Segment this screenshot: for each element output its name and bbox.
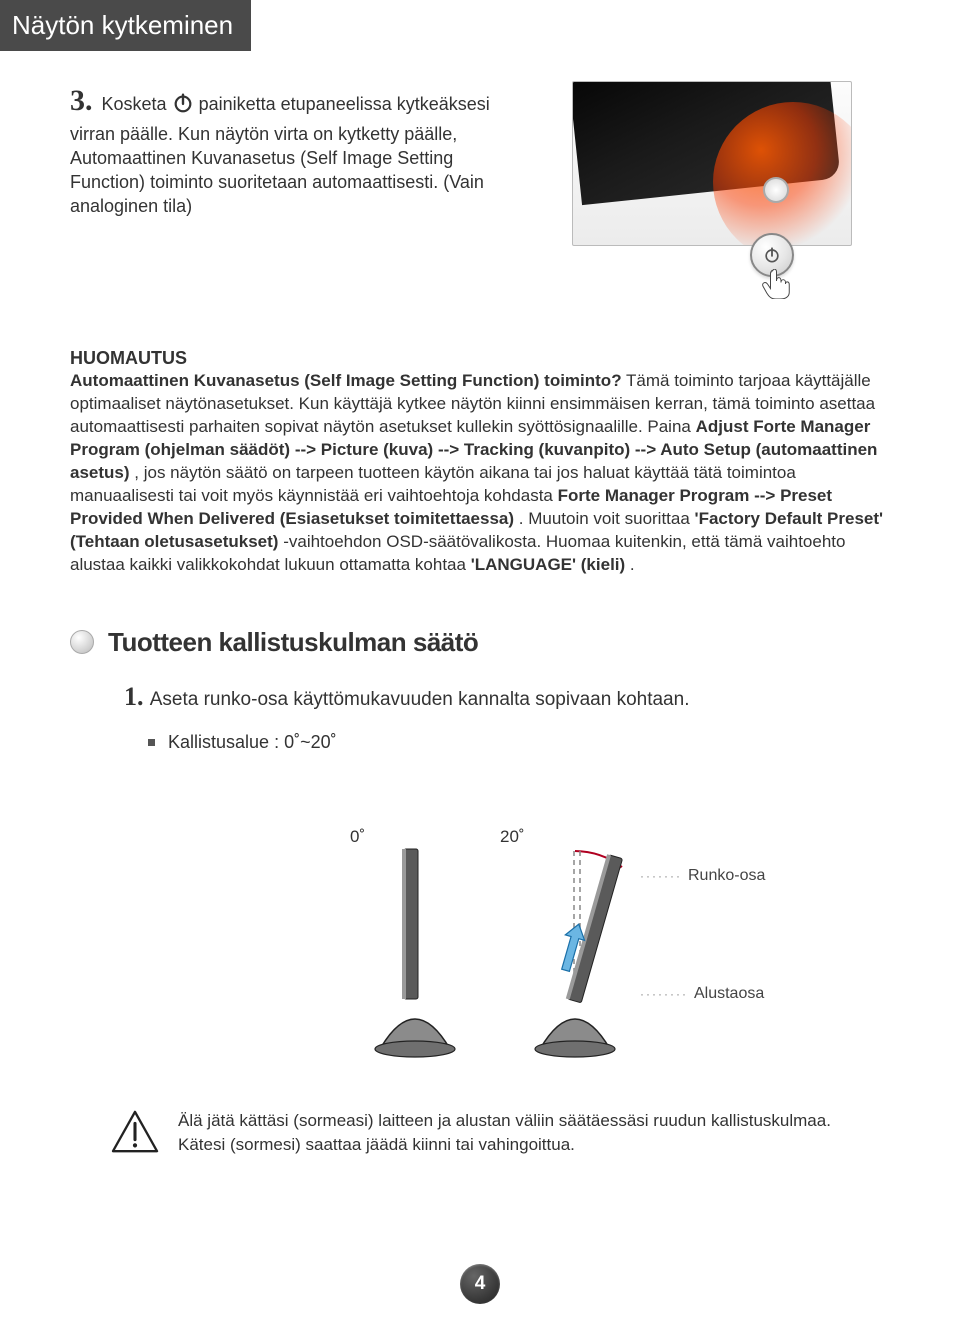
tilt-step-1-num: 1. bbox=[124, 682, 144, 711]
tilt-range: Kallistusalue : 0˚~20˚ bbox=[148, 732, 900, 753]
power-icon bbox=[762, 245, 782, 265]
warning-line-2: Kätesi (sormesi) saattaa jäädä kiinni ta… bbox=[178, 1133, 831, 1158]
notice-block: HUOMAUTUS Automaattinen Kuvanasetus (Sel… bbox=[70, 346, 900, 577]
step-3-text: 3. Kosketa painiketta etupaneelissa kytk… bbox=[70, 81, 530, 291]
warning-icon bbox=[110, 1109, 160, 1155]
step-3-row: 3. Kosketa painiketta etupaneelissa kytk… bbox=[70, 81, 900, 291]
warning-line-1: Älä jätä kättäsi (sormeasi) laitteen ja … bbox=[178, 1109, 831, 1134]
notice-text-5: . bbox=[630, 555, 635, 574]
label-runko-osa-text: Runko-osa bbox=[688, 867, 765, 885]
page-number: 4 bbox=[475, 1273, 486, 1295]
notice-text-3: . Muutoin voit suorittaa bbox=[519, 509, 695, 528]
product-photo bbox=[572, 81, 872, 291]
touch-sensor-dot bbox=[763, 177, 789, 203]
page-title-tab: Näytön kytkeminen bbox=[0, 0, 251, 51]
step-3-line6: analoginen tila) bbox=[70, 196, 192, 216]
square-bullet-icon bbox=[148, 739, 155, 746]
tilt-diagram: 0˚ 20˚ bbox=[70, 789, 900, 1059]
tilt-step-1: 1. Aseta runko-osa käyttömukavuuden kann… bbox=[124, 682, 900, 712]
page-content: 3. Kosketa painiketta etupaneelissa kytk… bbox=[0, 81, 960, 1158]
label-runko-osa: ······· Runko-osa bbox=[640, 867, 765, 885]
warning-block: Älä jätä kättäsi (sormeasi) laitteen ja … bbox=[110, 1109, 880, 1158]
step-3-line5: toiminto suoritetaan automaattisesti. (V… bbox=[150, 172, 484, 192]
dotted-leader-icon: ······· bbox=[640, 869, 682, 883]
bullet-sphere-icon bbox=[70, 630, 94, 654]
page-title: Näytön kytkeminen bbox=[12, 10, 233, 40]
tilt-heading-row: Tuotteen kallistuskulman säätö bbox=[70, 627, 900, 658]
notice-title: HUOMAUTUS bbox=[70, 346, 900, 370]
notice-bold-5: 'LANGUAGE' (kieli) bbox=[471, 555, 626, 574]
stand-0deg bbox=[360, 839, 470, 1059]
label-alustaosa-text: Alustaosa bbox=[694, 985, 764, 1003]
warning-text: Älä jätä kättäsi (sormeasi) laitteen ja … bbox=[178, 1109, 831, 1158]
tilt-step-1-text: Aseta runko-osa käyttömukavuuden kannalt… bbox=[150, 689, 690, 710]
hand-icon bbox=[757, 269, 799, 299]
page-number-badge: 4 bbox=[460, 1264, 500, 1304]
power-icon bbox=[172, 92, 194, 120]
notice-paragraph: Automaattinen Kuvanasetus (Self Image Se… bbox=[70, 370, 900, 576]
product-photo-bg bbox=[572, 81, 852, 246]
dotted-leader-icon: ········ bbox=[640, 987, 688, 1001]
step-3-line1b: painiketta etupaneelissa bbox=[199, 94, 392, 114]
tilt-range-text: Kallistusalue : 0˚~20˚ bbox=[168, 732, 337, 752]
step-3-number: 3. bbox=[70, 84, 93, 117]
notice-bold-1: Automaattinen Kuvanasetus (Self Image Se… bbox=[70, 371, 622, 390]
label-alustaosa: ········ Alustaosa bbox=[640, 985, 764, 1003]
step-3-line1a: Kosketa bbox=[102, 94, 172, 114]
tilt-heading: Tuotteen kallistuskulman säätö bbox=[108, 627, 478, 658]
